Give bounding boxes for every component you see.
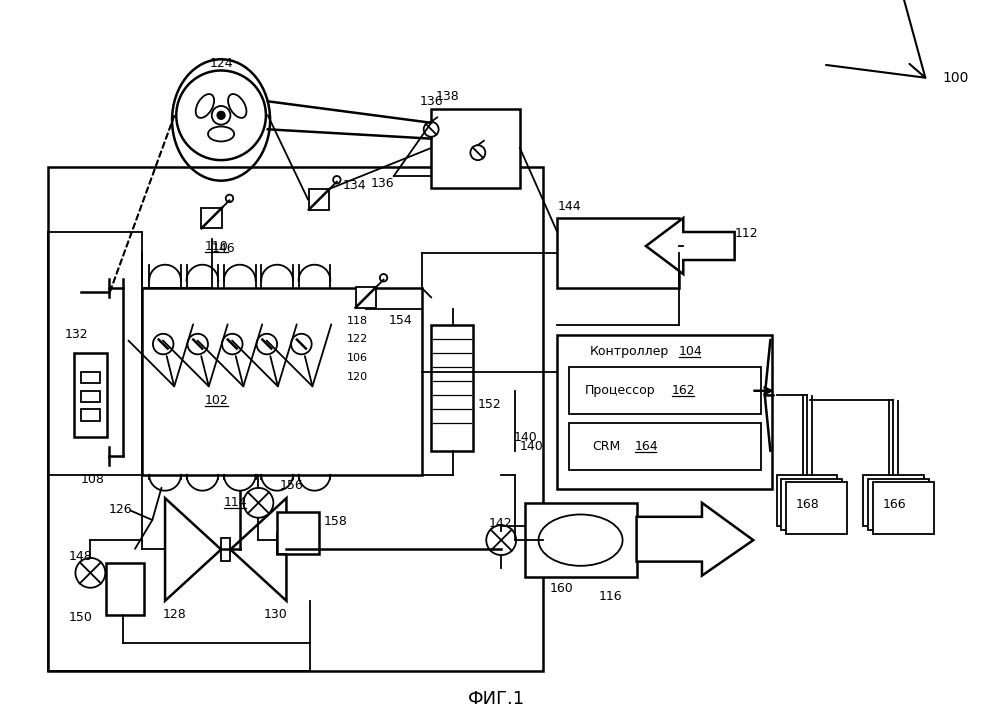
Polygon shape <box>646 218 735 274</box>
Text: 108: 108 <box>81 473 105 486</box>
Text: 136: 136 <box>371 177 394 190</box>
Circle shape <box>222 334 243 355</box>
Text: 106: 106 <box>347 353 368 363</box>
Bar <box>81 372 100 384</box>
Text: 164: 164 <box>635 440 658 453</box>
Circle shape <box>226 195 233 202</box>
Text: 114: 114 <box>223 497 247 509</box>
Bar <box>777 475 837 526</box>
Text: Процессор: Процессор <box>585 384 656 397</box>
Text: 166: 166 <box>882 498 906 511</box>
Bar <box>309 189 329 210</box>
Polygon shape <box>637 503 753 576</box>
Ellipse shape <box>196 94 214 118</box>
Bar <box>431 109 520 188</box>
Text: 122: 122 <box>347 334 368 344</box>
Text: 162: 162 <box>672 384 696 397</box>
Bar <box>525 503 637 578</box>
Circle shape <box>212 106 230 125</box>
Bar <box>74 353 107 437</box>
Bar <box>201 208 222 228</box>
Circle shape <box>333 176 341 183</box>
Text: 158: 158 <box>324 515 348 528</box>
Bar <box>863 475 924 526</box>
Text: 154: 154 <box>389 314 413 327</box>
Text: 150: 150 <box>69 611 93 624</box>
Ellipse shape <box>208 126 234 141</box>
Circle shape <box>257 334 277 355</box>
Circle shape <box>176 70 266 160</box>
Text: 126: 126 <box>109 503 133 515</box>
Bar <box>557 218 679 288</box>
Text: 118: 118 <box>347 315 368 326</box>
Text: 132: 132 <box>65 328 89 341</box>
Text: 146: 146 <box>212 242 235 255</box>
Bar <box>873 482 934 534</box>
Circle shape <box>187 334 208 355</box>
Text: 116: 116 <box>599 589 622 602</box>
Polygon shape <box>230 498 286 601</box>
Text: 128: 128 <box>163 608 186 621</box>
Text: 160: 160 <box>550 582 574 595</box>
Text: 120: 120 <box>347 372 368 382</box>
Text: 100: 100 <box>943 71 969 85</box>
Circle shape <box>153 334 173 355</box>
Text: 142: 142 <box>489 517 513 530</box>
Bar <box>356 287 376 307</box>
Text: 144: 144 <box>557 200 581 213</box>
Text: 130: 130 <box>263 608 287 621</box>
Bar <box>106 563 144 615</box>
Polygon shape <box>165 498 221 601</box>
Text: 134: 134 <box>342 179 366 192</box>
Circle shape <box>424 122 439 137</box>
Text: 152: 152 <box>478 398 502 411</box>
Circle shape <box>243 488 273 518</box>
Bar <box>786 482 847 534</box>
Circle shape <box>380 274 387 281</box>
Text: Контроллер: Контроллер <box>590 345 669 358</box>
Circle shape <box>486 525 516 555</box>
Bar <box>277 512 319 554</box>
Text: 140: 140 <box>513 431 537 444</box>
Text: 136: 136 <box>420 95 444 108</box>
Text: 102: 102 <box>205 394 228 407</box>
Bar <box>868 478 929 530</box>
Text: 124: 124 <box>209 57 233 70</box>
Text: 168: 168 <box>796 498 819 511</box>
Circle shape <box>217 112 225 119</box>
Bar <box>557 335 772 489</box>
Bar <box>81 391 100 402</box>
Text: 110: 110 <box>205 239 228 252</box>
Ellipse shape <box>539 515 623 566</box>
Text: CRM: CRM <box>593 440 621 453</box>
Ellipse shape <box>228 94 246 118</box>
Bar <box>48 167 543 671</box>
Circle shape <box>75 558 105 588</box>
Text: 140: 140 <box>520 440 544 453</box>
Circle shape <box>291 334 312 355</box>
Text: 148: 148 <box>69 550 93 563</box>
Text: 156: 156 <box>280 479 304 492</box>
Bar <box>431 326 473 452</box>
Bar <box>81 410 100 420</box>
Bar <box>781 478 842 530</box>
Bar <box>569 423 761 470</box>
Bar <box>221 538 230 560</box>
Text: 104: 104 <box>679 345 702 358</box>
Bar <box>142 288 422 475</box>
Text: 112: 112 <box>735 228 758 241</box>
Text: ФИГ.1: ФИГ.1 <box>468 690 525 708</box>
Circle shape <box>470 145 485 160</box>
Text: 138: 138 <box>436 90 460 103</box>
Bar <box>569 368 761 414</box>
